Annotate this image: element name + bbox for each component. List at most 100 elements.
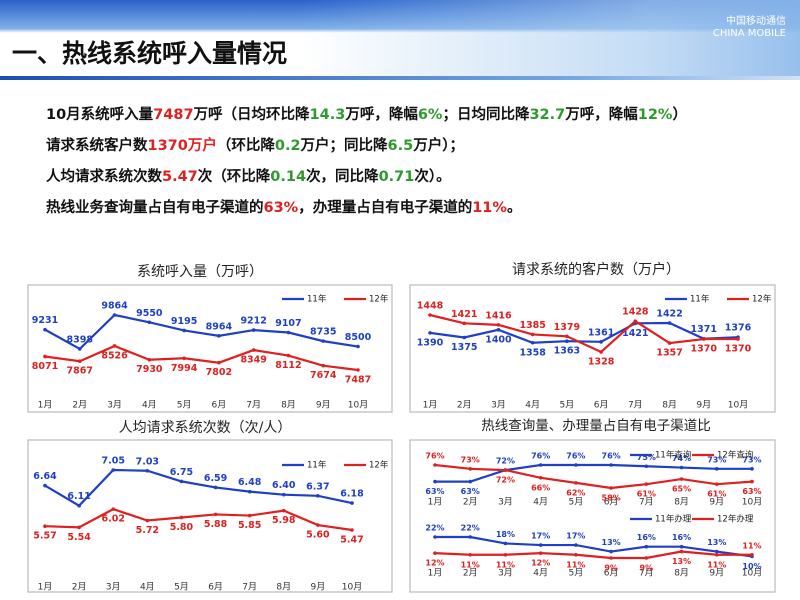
data-label: 9% — [640, 564, 654, 573]
data-point — [599, 350, 603, 354]
data-point — [644, 464, 649, 469]
text-run: （环比降 — [216, 138, 275, 154]
data-point — [633, 319, 638, 323]
x-tick-label: 3月 — [107, 400, 122, 411]
data-label: 8526 — [101, 350, 128, 361]
legend-label: 12年 — [752, 294, 772, 305]
data-point — [599, 340, 603, 344]
legend-label: 12年 — [369, 460, 389, 471]
data-label: 1422 — [656, 309, 682, 320]
data-point — [503, 468, 508, 472]
text-run: 6% — [417, 107, 443, 123]
data-label: 9550 — [136, 308, 163, 319]
data-label: 62% — [566, 488, 585, 497]
legend-label: 11年 — [307, 460, 327, 471]
data-point — [503, 552, 508, 557]
data-label: 1375 — [451, 342, 477, 353]
x-tick-label: 4月 — [533, 568, 548, 579]
data-label: 11% — [742, 541, 761, 550]
data-label: 8735 — [310, 327, 336, 338]
x-tick-label: 6月 — [604, 497, 619, 508]
data-point — [565, 334, 569, 339]
x-tick-label: 6月 — [208, 582, 223, 593]
data-point — [428, 313, 432, 317]
text-run: 万呼，降幅 — [345, 107, 418, 123]
summary-line: 请求系统客户数1370万户（环比降0.2万户；同比降6.5万户）； — [46, 131, 687, 162]
logo: 中国移动通信 CHINA MOBILE — [713, 16, 786, 40]
data-label: 18% — [496, 530, 515, 539]
x-tick-label: 7月 — [246, 400, 261, 411]
summary: 10月系统呼入量7487万呼（日均环比降14.3万呼，降幅6%；日均同比降32.… — [46, 100, 687, 224]
data-point — [350, 501, 354, 505]
data-label: 8398 — [67, 334, 94, 345]
data-point — [182, 356, 186, 361]
x-tick-label: 7月 — [639, 497, 654, 508]
data-label: 73% — [461, 455, 480, 464]
data-label: 73% — [742, 455, 761, 464]
series-line — [44, 468, 353, 508]
data-point — [356, 368, 360, 372]
text-run: 63% — [263, 200, 299, 216]
chart-title: 人均请求系统次数（次/人） — [119, 420, 292, 436]
data-label: 13% — [707, 538, 726, 547]
data-point — [321, 339, 326, 343]
data-label: 11% — [566, 560, 585, 569]
text-run: 次）。 — [414, 169, 451, 185]
data-point — [679, 477, 684, 481]
data-point — [111, 507, 116, 511]
data-label: 6.59 — [204, 473, 227, 484]
series-line — [44, 507, 353, 532]
legend-label: 11年查询 — [655, 450, 691, 461]
data-point — [217, 360, 221, 365]
data-label: 7674 — [310, 370, 337, 381]
data-point — [179, 479, 184, 484]
x-tick-label: 1月 — [428, 568, 443, 579]
data-label: 22% — [425, 524, 444, 533]
logo-text: 中国移动通信 — [726, 16, 786, 27]
data-point — [433, 479, 437, 484]
data-label: 7802 — [206, 367, 232, 378]
data-label: 16% — [637, 533, 656, 542]
data-label: 1416 — [485, 310, 512, 321]
data-point — [468, 552, 473, 557]
chart-title: 请求系统的客户数（万户） — [512, 261, 680, 278]
data-point — [77, 503, 81, 508]
x-tick-label: 4月 — [525, 400, 540, 411]
x-tick-label: 2月 — [72, 400, 87, 411]
series-line — [435, 463, 752, 483]
x-tick-label: 1月 — [38, 400, 53, 411]
data-point — [679, 465, 684, 470]
text-run: 人均请求系统次数 — [46, 169, 162, 185]
data-label: 1385 — [519, 320, 545, 331]
data-label: 1328 — [588, 357, 615, 368]
x-tick-label: 3月 — [106, 582, 121, 593]
data-label: 1358 — [519, 347, 546, 358]
data-label: 1421 — [451, 309, 477, 320]
data-label: 76% — [602, 452, 621, 461]
data-label: 7994 — [171, 363, 198, 374]
x-tick-label: 5月 — [560, 400, 575, 411]
data-point — [503, 541, 508, 546]
data-label: 65% — [672, 485, 691, 494]
data-point — [574, 552, 578, 557]
x-tick-label: 8月 — [281, 400, 296, 411]
data-label: 9107 — [275, 318, 301, 329]
data-label: 6.02 — [101, 514, 124, 525]
x-tick-label: 10月 — [742, 497, 762, 508]
data-point — [644, 482, 649, 486]
data-point — [609, 486, 613, 490]
data-point — [496, 323, 501, 327]
x-tick-label: 3月 — [498, 497, 513, 508]
data-label: 12% — [531, 559, 550, 568]
x-tick-label: 9月 — [311, 582, 326, 593]
text-run: 万户）； — [413, 138, 464, 154]
series-line — [429, 313, 738, 354]
x-tick-label: 8月 — [674, 568, 689, 579]
data-point — [750, 467, 754, 471]
text-run: 6.5 — [387, 138, 414, 154]
data-point — [714, 549, 719, 554]
text-run: 14.3 — [309, 107, 346, 123]
data-label: 6.64 — [33, 471, 57, 482]
x-tick-label: 5月 — [177, 400, 192, 411]
data-label: 5.88 — [204, 519, 228, 530]
